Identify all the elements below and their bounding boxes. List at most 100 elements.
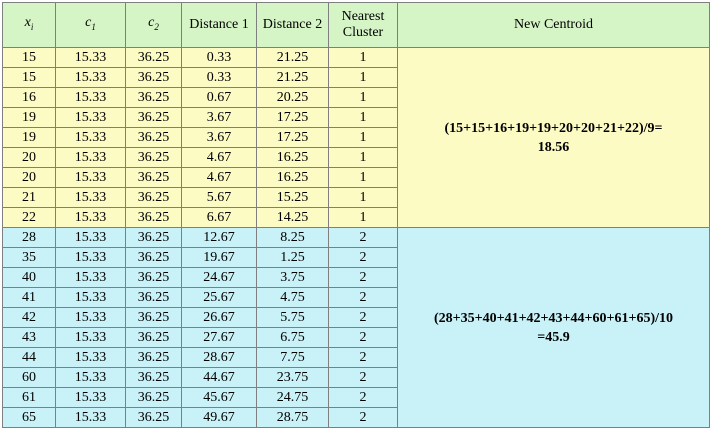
cell-distance-2: 5.75: [256, 307, 329, 328]
cell-c2: 36.25: [125, 227, 182, 248]
cell-nearest-cluster: 1: [328, 107, 398, 128]
table-row: 20 15.33 36.25 4.67 16.25 1: [2, 147, 710, 168]
cell-c2: 36.25: [125, 247, 182, 268]
cell-c1: 15.33: [55, 107, 126, 128]
cluster1-new-centroid: (15+15+16+19+19+20+20+21+22)/9= 18.56: [397, 47, 710, 228]
cell-xi: 20: [2, 167, 56, 188]
cell-xi: 15: [2, 67, 56, 88]
cell-c2: 36.25: [125, 147, 182, 168]
cell-distance-2: 3.75: [256, 267, 329, 288]
cell-c2: 36.25: [125, 167, 182, 188]
cell-nearest-cluster: 2: [328, 247, 398, 268]
cell-distance-1: 26.67: [181, 307, 257, 328]
header-new-centroid: New Centroid: [397, 2, 710, 48]
cell-c1: 15.33: [55, 367, 126, 388]
cluster2-centroid-result: =45.9: [537, 329, 570, 345]
header-distance-2: Distance 2: [256, 2, 329, 48]
cell-nearest-cluster: 1: [328, 127, 398, 148]
cell-nearest-cluster: 2: [328, 367, 398, 388]
cell-xi: 61: [2, 387, 56, 408]
cell-nearest-cluster: 1: [328, 207, 398, 228]
cell-c1: 15.33: [55, 267, 126, 288]
cell-distance-1: 24.67: [181, 267, 257, 288]
cell-c2: 36.25: [125, 407, 182, 428]
cell-c1: 15.33: [55, 67, 126, 88]
header-distance-1: Distance 1: [181, 2, 257, 48]
cell-c1: 15.33: [55, 287, 126, 308]
header-xi: xi: [2, 2, 56, 48]
cell-nearest-cluster: 2: [328, 387, 398, 408]
cell-c1: 15.33: [55, 187, 126, 208]
cell-distance-2: 16.25: [256, 147, 329, 168]
header-nearest-cluster: Nearest Cluster: [328, 2, 398, 48]
cell-xi: 42: [2, 307, 56, 328]
cell-c2: 36.25: [125, 287, 182, 308]
cell-xi: 20: [2, 147, 56, 168]
cell-distance-1: 49.67: [181, 407, 257, 428]
cell-nearest-cluster: 2: [328, 227, 398, 248]
cell-distance-1: 6.67: [181, 207, 257, 228]
cell-nearest-cluster: 1: [328, 147, 398, 168]
cell-c1: 15.33: [55, 347, 126, 368]
cluster2-centroid-formula: (28+35+40+41+42+43+44+60+61+65)/10: [433, 310, 673, 326]
cell-nearest-cluster: 2: [328, 267, 398, 288]
cell-distance-2: 4.75: [256, 287, 329, 308]
cell-distance-2: 1.25: [256, 247, 329, 268]
cell-c1: 15.33: [55, 167, 126, 188]
cell-distance-1: 28.67: [181, 347, 257, 368]
cell-distance-2: 24.75: [256, 387, 329, 408]
cell-nearest-cluster: 2: [328, 287, 398, 308]
kmeans-iteration-table: xi c1 c2 Distance 1 Distance 2 Nearest Cl…: [2, 2, 710, 428]
cell-c2: 36.25: [125, 67, 182, 88]
cell-nearest-cluster: 1: [328, 187, 398, 208]
cell-c1: 15.33: [55, 247, 126, 268]
cell-distance-2: 17.25: [256, 127, 329, 148]
cell-nearest-cluster: 2: [328, 327, 398, 348]
cell-c1: 15.33: [55, 407, 126, 428]
cell-xi: 22: [2, 207, 56, 228]
cell-distance-1: 0.33: [181, 47, 257, 68]
header-c1: c1: [55, 2, 126, 48]
cell-c1: 15.33: [55, 327, 126, 348]
cell-c2: 36.25: [125, 347, 182, 368]
cell-xi: 65: [2, 407, 56, 428]
cell-distance-1: 4.67: [181, 147, 257, 168]
table-row: 16 15.33 36.25 0.67 20.25 1: [2, 87, 710, 108]
table-row: 65 15.33 36.25 49.67 28.75 2: [2, 407, 710, 428]
cell-distance-2: 15.25: [256, 187, 329, 208]
table-row: 61 15.33 36.25 45.67 24.75 2: [2, 387, 710, 408]
cell-c2: 36.25: [125, 87, 182, 108]
cell-c2: 36.25: [125, 367, 182, 388]
cell-distance-2: 21.25: [256, 47, 329, 68]
cell-c2: 36.25: [125, 187, 182, 208]
cell-distance-1: 0.33: [181, 67, 257, 88]
cell-c1: 15.33: [55, 207, 126, 228]
table-row: 42 15.33 36.25 26.67 5.75 2: [2, 307, 710, 328]
cell-c1: 15.33: [55, 227, 126, 248]
cell-distance-2: 21.25: [256, 67, 329, 88]
table-row: 35 15.33 36.25 19.67 1.25 2: [2, 247, 710, 268]
cell-xi: 21: [2, 187, 56, 208]
cell-distance-2: 14.25: [256, 207, 329, 228]
cell-distance-2: 23.75: [256, 367, 329, 388]
cluster1-centroid-formula: (15+15+16+19+19+20+20+21+22)/9=: [444, 120, 663, 136]
cell-c2: 36.25: [125, 327, 182, 348]
cell-distance-2: 6.75: [256, 327, 329, 348]
cluster1-centroid-result: 18.56: [537, 139, 570, 155]
cell-distance-1: 27.67: [181, 327, 257, 348]
table-row: 28 15.33 36.25 12.67 8.25 2 (28+35+40+41+42+43…: [2, 227, 710, 428]
cell-xi: 44: [2, 347, 56, 368]
cell-distance-2: 8.25: [256, 227, 329, 248]
cell-xi: 16: [2, 87, 56, 108]
cell-nearest-cluster: 1: [328, 87, 398, 108]
cell-xi: 40: [2, 267, 56, 288]
header-row: xi c1 c2 Distance 1 Distance 2 Nearest Cl…: [2, 2, 710, 48]
cell-xi: 35: [2, 247, 56, 268]
cell-nearest-cluster: 2: [328, 307, 398, 328]
cell-c1: 15.33: [55, 127, 126, 148]
cell-c1: 15.33: [55, 307, 126, 328]
cell-c1: 15.33: [55, 387, 126, 408]
cell-xi: 60: [2, 367, 56, 388]
cell-distance-1: 0.67: [181, 87, 257, 108]
cell-c2: 36.25: [125, 267, 182, 288]
